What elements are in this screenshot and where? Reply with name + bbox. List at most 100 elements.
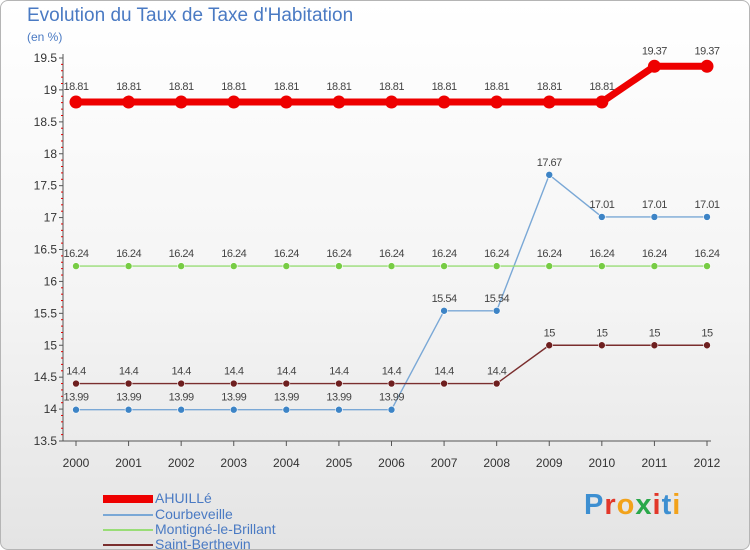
data-point-ahuill- — [490, 95, 504, 109]
data-point-montign-le-brillant — [545, 262, 554, 270]
data-point-saint-berthevin — [124, 379, 133, 388]
legend-label: Montigné-le-Brillant — [155, 521, 276, 537]
data-label-courbeveille: 13.99 — [379, 392, 404, 404]
data-point-ahuill- — [437, 95, 451, 109]
data-point-ahuill- — [385, 95, 398, 109]
data-label-saint-berthevin: 14.4 — [382, 366, 402, 378]
y-tick-label: 19 — [44, 83, 58, 97]
data-label-ahuill-: 18.81 — [326, 81, 351, 93]
data-point-courbeveille — [703, 213, 711, 221]
data-label-courbeveille: 15.54 — [432, 293, 457, 305]
data-label-ahuill-: 18.81 — [537, 81, 562, 93]
x-tick-label: 2001 — [115, 456, 142, 470]
legend-swatch — [103, 514, 153, 516]
data-point-ahuill- — [647, 59, 661, 73]
data-point-montign-le-brillant — [387, 262, 396, 270]
data-point-courbeveille — [335, 405, 343, 414]
data-label-ahuill-: 18.81 — [589, 81, 614, 93]
logo-letter: t — [661, 489, 673, 521]
data-point-saint-berthevin — [387, 379, 396, 388]
y-tick-label: 17 — [44, 211, 58, 225]
data-point-ahuill- — [542, 95, 556, 109]
data-label-montign-le-brillant: 16.24 — [221, 248, 246, 260]
data-label-montign-le-brillant: 16.24 — [589, 248, 614, 260]
data-point-courbeveille — [282, 405, 291, 414]
data-point-ahuill- — [279, 95, 293, 109]
data-point-montign-le-brillant — [440, 262, 448, 270]
x-tick-label: 2004 — [273, 456, 300, 470]
y-tick-label: 18 — [44, 147, 58, 161]
data-label-courbeveille: 15.54 — [484, 293, 509, 305]
data-label-ahuill-: 18.81 — [169, 81, 194, 93]
data-point-ahuill- — [700, 59, 714, 73]
data-point-montign-le-brillant — [335, 262, 343, 270]
data-point-courbeveille — [650, 213, 659, 221]
data-label-courbeveille: 17.01 — [642, 199, 667, 211]
data-label-saint-berthevin: 15 — [596, 327, 608, 339]
data-label-courbeveille: 13.99 — [169, 392, 194, 404]
data-point-saint-berthevin — [282, 379, 291, 388]
data-point-ahuill- — [332, 95, 346, 109]
x-tick-label: 2008 — [483, 456, 510, 470]
y-tick-label: 17.5 — [34, 179, 58, 193]
logo-letter: r — [604, 489, 617, 521]
data-point-ahuill- — [227, 95, 241, 109]
data-label-saint-berthevin: 14.4 — [487, 366, 507, 378]
data-point-ahuill- — [122, 95, 136, 109]
data-label-courbeveille: 17.01 — [589, 199, 614, 211]
data-label-courbeveille: 17.01 — [694, 199, 719, 211]
y-tick-label: 15.5 — [34, 306, 58, 320]
data-point-courbeveille — [598, 213, 606, 221]
data-label-montign-le-brillant: 16.24 — [537, 248, 562, 260]
data-label-courbeveille: 13.99 — [116, 392, 141, 404]
x-tick-label: 2012 — [694, 456, 721, 470]
data-point-saint-berthevin — [492, 379, 501, 388]
y-tick-label: 18.5 — [34, 115, 58, 129]
legend-label: Saint-Berthevin — [155, 536, 251, 550]
x-tick-label: 2010 — [588, 456, 615, 470]
x-tick-label: 2011 — [642, 456, 668, 470]
data-label-courbeveille: 13.99 — [274, 392, 299, 404]
data-label-ahuill-: 18.81 — [379, 81, 404, 93]
legend-label: Courbeveille — [155, 506, 233, 522]
data-point-courbeveille — [177, 405, 185, 414]
data-point-saint-berthevin — [440, 379, 448, 388]
data-point-saint-berthevin — [545, 341, 554, 350]
data-point-montign-le-brillant — [177, 262, 185, 270]
x-tick-label: 2005 — [326, 456, 353, 470]
proxiti-logo: Proxiti — [584, 489, 681, 522]
data-point-ahuill- — [69, 95, 83, 109]
data-point-saint-berthevin — [72, 379, 80, 388]
data-label-courbeveille: 13.99 — [63, 392, 88, 404]
data-point-montign-le-brillant — [598, 262, 606, 270]
data-label-ahuill-: 18.81 — [432, 81, 457, 93]
data-label-saint-berthevin: 14.4 — [171, 366, 191, 378]
data-label-montign-le-brillant: 16.24 — [642, 248, 667, 260]
y-tick-label: 15 — [44, 338, 58, 352]
data-point-courbeveille — [440, 306, 448, 315]
data-label-montign-le-brillant: 16.24 — [116, 248, 141, 260]
x-tick-label: 2000 — [63, 456, 90, 470]
x-tick-label: 2007 — [431, 456, 458, 470]
data-label-montign-le-brillant: 16.24 — [326, 248, 351, 260]
data-point-courbeveille — [545, 171, 554, 179]
data-label-ahuill-: 19.37 — [642, 45, 667, 57]
data-label-montign-le-brillant: 16.24 — [169, 248, 194, 260]
data-label-courbeveille: 13.99 — [326, 392, 351, 404]
y-tick-label: 14 — [44, 402, 58, 416]
y-tick-label: 14.5 — [34, 370, 58, 384]
data-label-saint-berthevin: 14.4 — [277, 366, 297, 378]
x-tick-label: 2006 — [378, 456, 405, 470]
x-tick-label: 2009 — [536, 456, 563, 470]
y-tick-label: 16.5 — [34, 243, 58, 257]
data-point-montign-le-brillant — [229, 262, 238, 270]
data-label-ahuill-: 18.81 — [274, 81, 299, 93]
data-point-saint-berthevin — [650, 341, 659, 350]
data-point-courbeveille — [492, 306, 501, 315]
x-tick-label: 2003 — [220, 456, 247, 470]
logo-letter: i — [652, 489, 662, 521]
data-point-courbeveille — [387, 405, 396, 414]
data-point-ahuill- — [595, 95, 609, 109]
logo-letter: i — [672, 489, 682, 521]
